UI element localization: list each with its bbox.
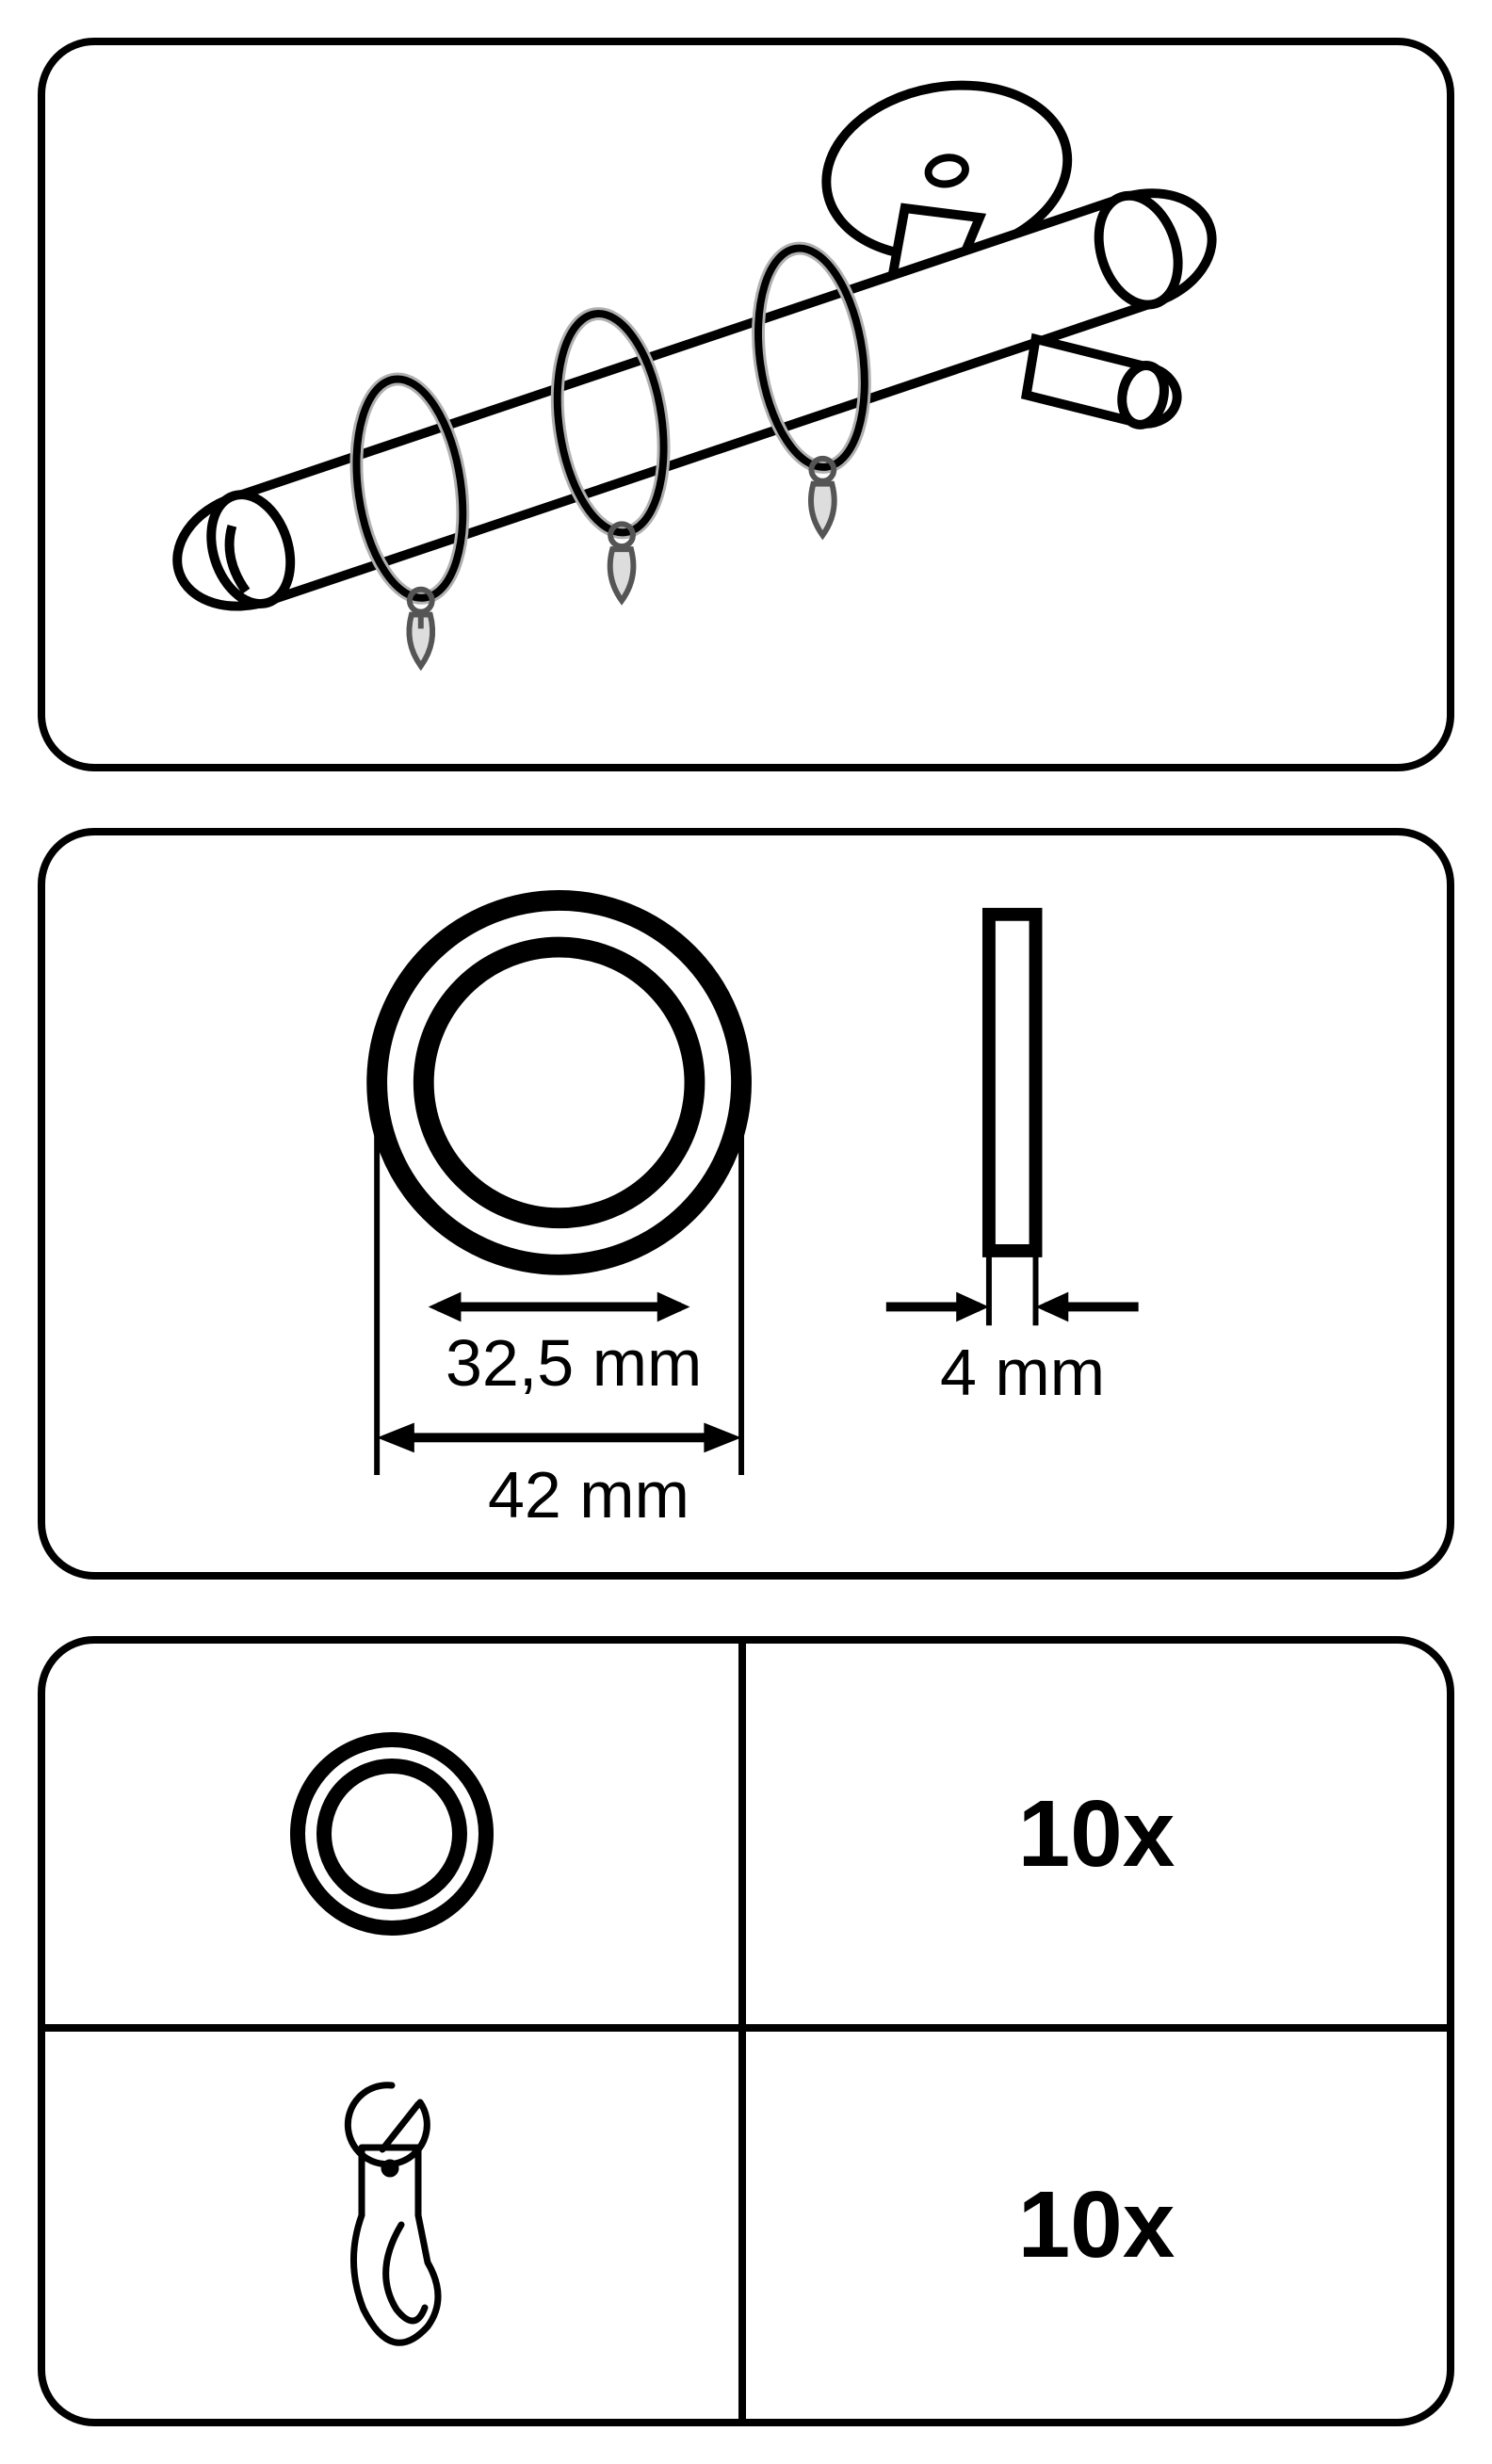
inner-diameter-label: 32,5 mm [446,1325,702,1401]
hook-qty-label: 10x [1018,2171,1176,2279]
ring-qty-cell: 10x [746,1644,1447,2031]
ring-qty-label: 10x [1018,1780,1176,1889]
hook-qty-cell: 10x [746,2032,1447,2419]
dimensions-illustration [45,835,1447,1573]
hook-icon [307,2074,477,2375]
outer-diameter-label: 42 mm [488,1457,689,1532]
hook-item-cell [45,2032,746,2419]
contents-panel: 10x 10x [38,1636,1454,2426]
assembly-illustration [45,45,1447,764]
dimensions-panel: 32,5 mm 42 mm 4 mm [38,828,1454,1581]
thickness-label: 4 mm [940,1335,1105,1410]
ring-icon [279,1721,505,1947]
assembly-panel [38,38,1454,771]
ring-item-cell [45,1644,746,2031]
